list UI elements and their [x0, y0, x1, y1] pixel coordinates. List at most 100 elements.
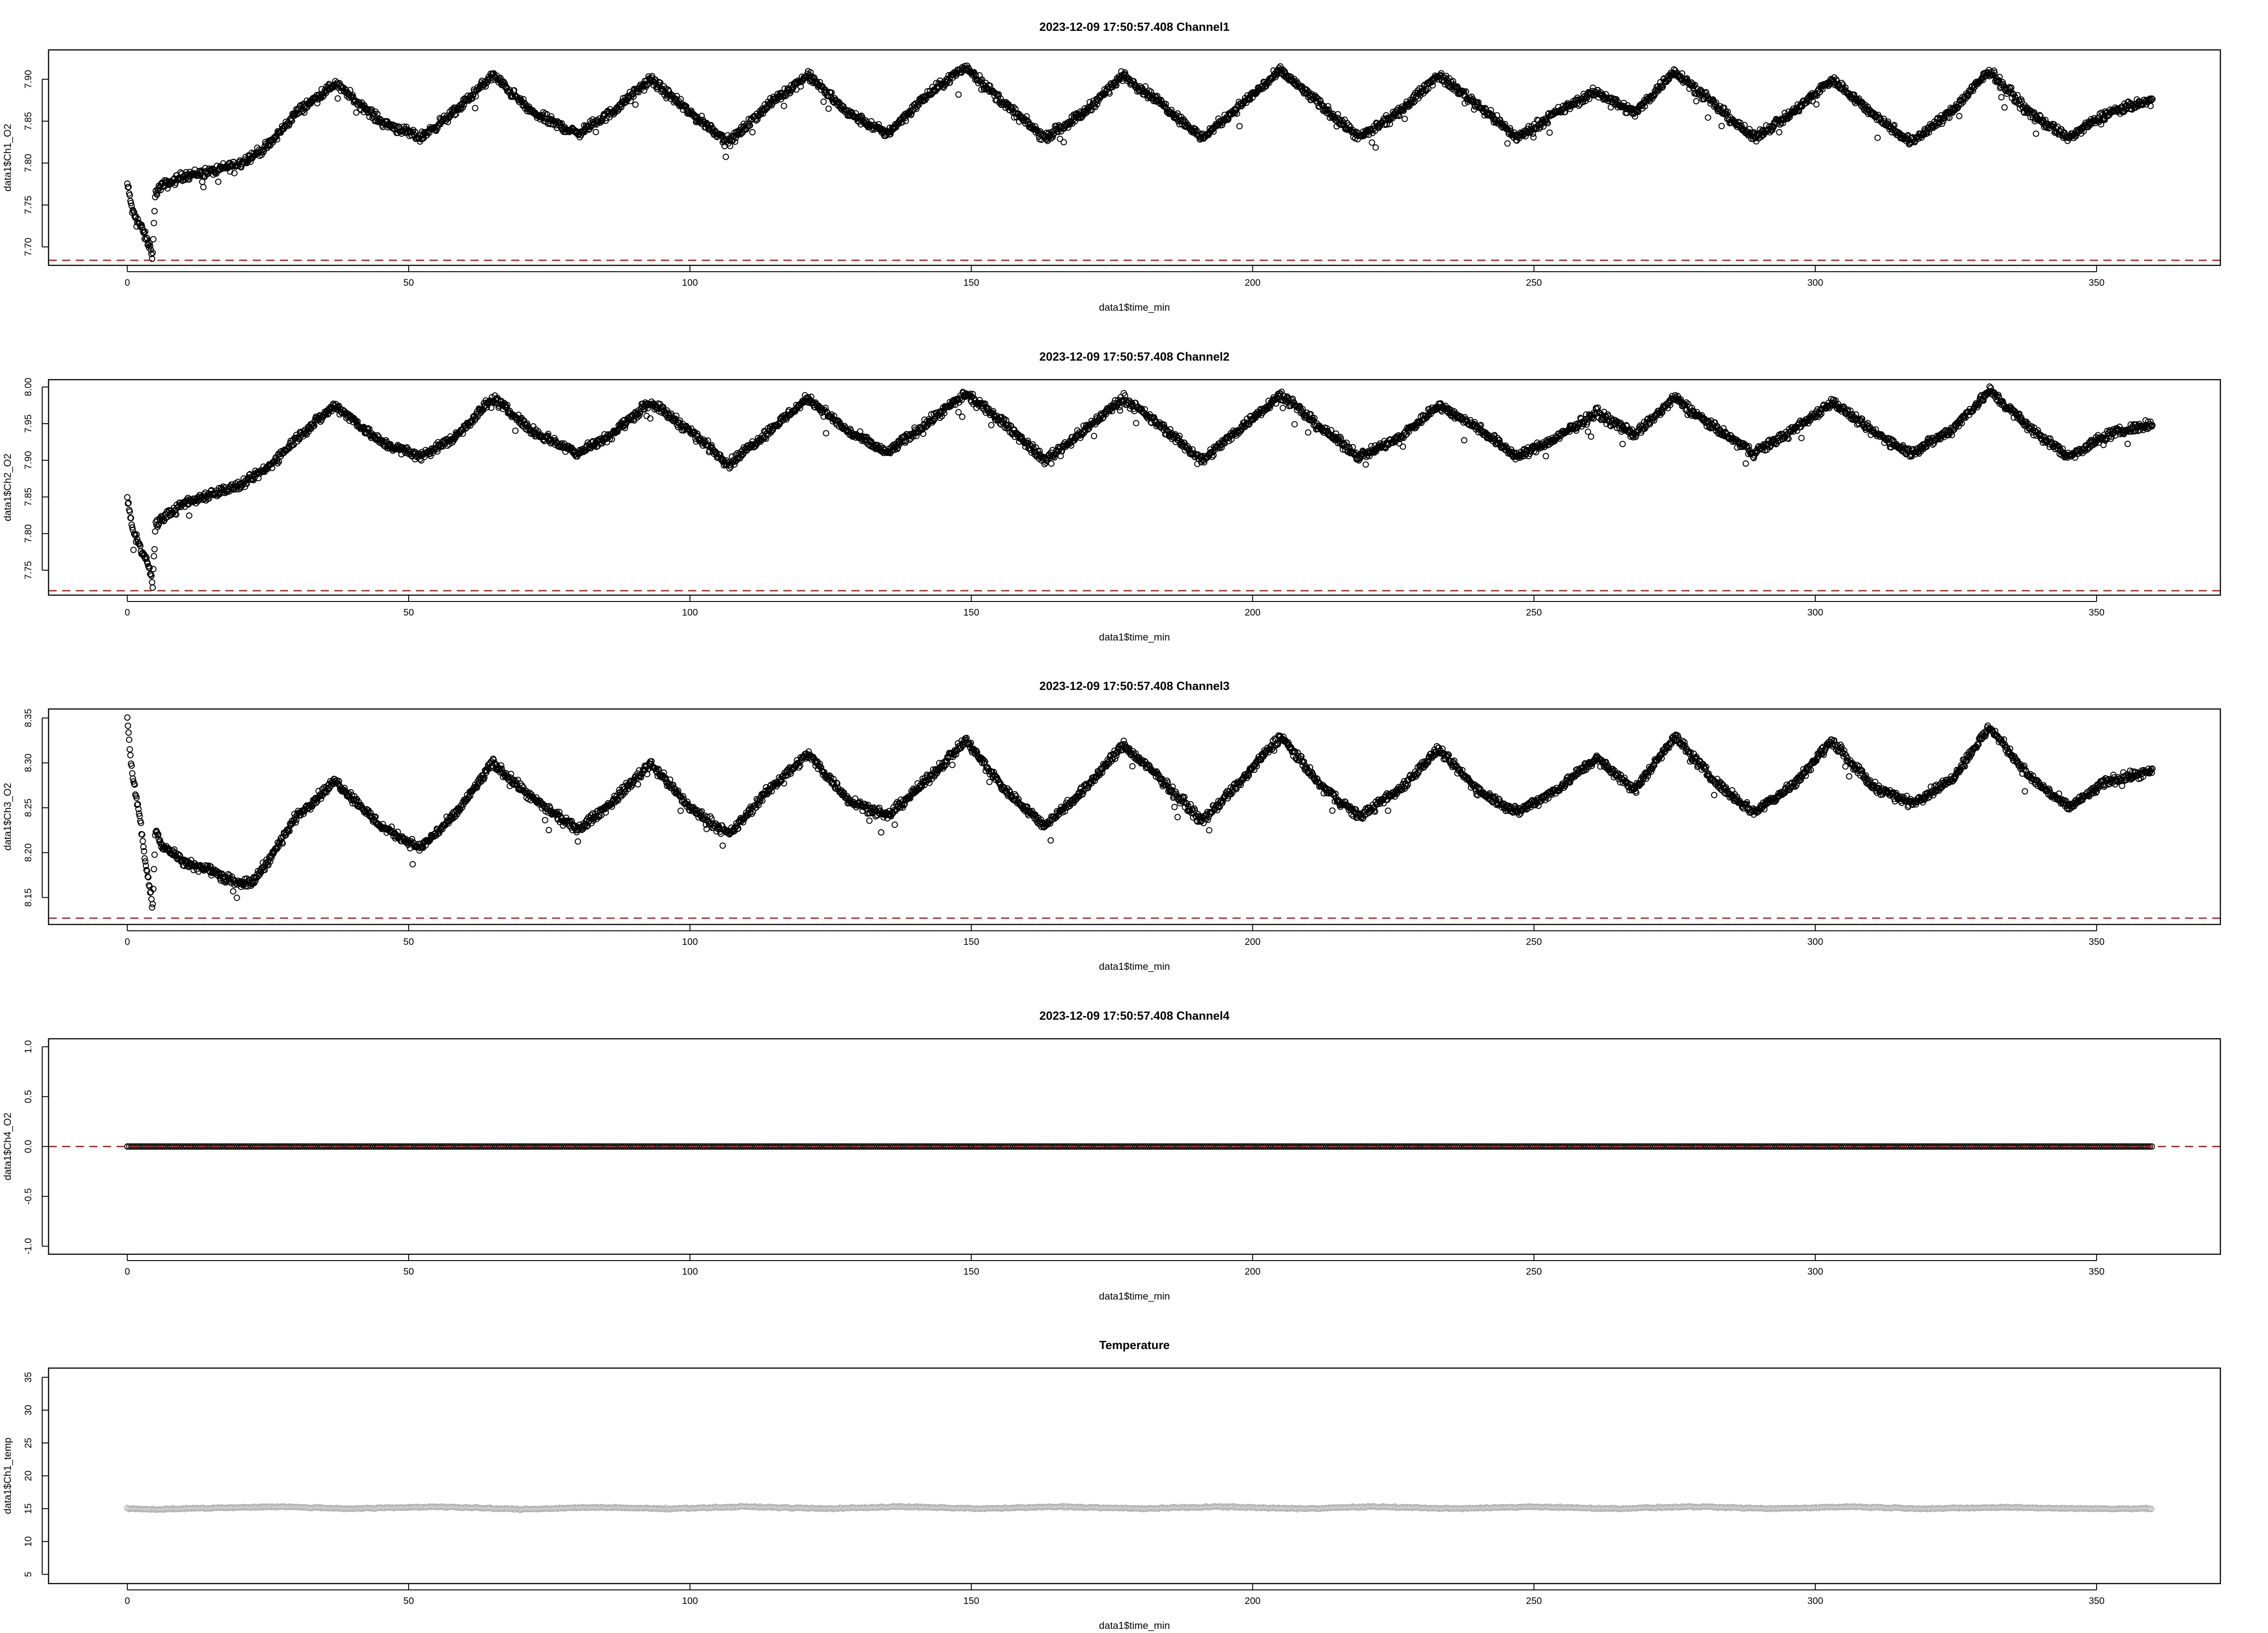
data-point: [1693, 98, 1700, 105]
data-point: [1056, 136, 1063, 142]
data-point: [130, 547, 137, 553]
x-axis-label: data1$time_min: [1099, 631, 1170, 643]
data-point: [325, 410, 332, 416]
data-point: [979, 76, 985, 83]
data-point: [1599, 91, 1606, 98]
data-point: [149, 249, 156, 256]
data-point: [193, 500, 200, 507]
x-tick-label: 50: [403, 607, 414, 618]
data-point: [1741, 122, 1748, 128]
data-point: [797, 405, 803, 411]
x-tick-label: 150: [963, 278, 979, 288]
data-point: [128, 202, 135, 209]
data-point: [1022, 120, 1029, 127]
data-point: [319, 93, 326, 100]
data-point: [1679, 70, 1686, 77]
data-point: [1540, 123, 1547, 130]
x-axis-label: data1$time_min: [1099, 302, 1170, 313]
data-point: [127, 508, 133, 515]
data-point: [1691, 83, 1697, 89]
data-point: [238, 164, 244, 171]
data-point: [1506, 125, 1513, 132]
data-point: [955, 91, 962, 98]
data-point: [462, 98, 469, 104]
data-point: [334, 95, 341, 102]
data-point: [893, 124, 899, 131]
data-point: [231, 170, 238, 176]
data-point: [149, 255, 156, 262]
data-point: [1703, 89, 1710, 96]
data-point: [151, 208, 158, 215]
data-point: [133, 531, 140, 538]
data-point: [698, 112, 705, 119]
data-point: [2070, 135, 2077, 142]
data-point: [632, 101, 639, 108]
data-point: [761, 105, 767, 112]
data-point: [1885, 118, 1892, 125]
data-point: [1173, 112, 1179, 118]
data-point: [1304, 87, 1310, 93]
data-point: [150, 566, 156, 572]
y-tick-label: 7.70: [23, 238, 34, 256]
data-point: [675, 424, 681, 430]
data-point: [749, 129, 756, 136]
data-point: [314, 100, 321, 107]
data-point: [592, 129, 599, 136]
data-point: [336, 80, 343, 87]
x-tick-label: 0: [125, 278, 130, 288]
data-point: [1530, 134, 1537, 141]
data-point: [704, 437, 711, 444]
data-point: [1429, 82, 1436, 89]
y-axis-label: data1$Ch2_O2: [2, 454, 13, 521]
data-point: [762, 107, 769, 113]
x-tick-label: 300: [1807, 278, 1823, 288]
data-point: [244, 480, 250, 487]
data-point: [1034, 127, 1041, 133]
data-point: [149, 584, 156, 591]
data-point: [940, 84, 947, 91]
y-tick-label: 7.75: [23, 561, 34, 580]
data-point: [144, 560, 151, 567]
x-tick-label: 350: [2089, 278, 2105, 288]
data-point: [1055, 129, 1061, 135]
data-point: [298, 108, 305, 115]
data-point: [148, 572, 155, 579]
chart-title: 2023-12-09 17:50:57.408 Channel1: [1039, 20, 1229, 34]
data-point: [476, 406, 483, 413]
data-point: [1718, 122, 1725, 129]
data-point: [127, 200, 134, 206]
data-point: [660, 404, 667, 411]
data-point: [1405, 103, 1412, 110]
data-point: [129, 524, 136, 531]
data-point: [1033, 126, 1040, 133]
data-point: [1453, 84, 1460, 91]
data-point: [150, 236, 156, 243]
data-point: [673, 412, 679, 419]
data-point: [820, 98, 827, 105]
data-point: [274, 136, 280, 143]
chart-panel-1: 2023-12-09 17:50:57.408 Channel1 data1$ti…: [2, 20, 2221, 313]
y-tick-label: 7.85: [23, 112, 34, 131]
data-point: [793, 86, 800, 93]
data-point: [2001, 104, 2008, 111]
data-point: [512, 427, 519, 434]
data-point: [1142, 83, 1149, 90]
data-point: [173, 511, 180, 518]
data-point: [1396, 112, 1403, 119]
data-point: [124, 180, 131, 187]
data-point: [1713, 99, 1720, 106]
data-point: [908, 110, 915, 117]
data-point: [1236, 123, 1243, 130]
data-point: [125, 500, 131, 507]
y-axis-label: data1$Ch1_O2: [2, 124, 13, 191]
data-point: [1809, 90, 1815, 97]
data-point: [271, 458, 278, 465]
data-point: [1698, 88, 1705, 95]
data-point: [458, 106, 464, 113]
data-point: [700, 436, 707, 443]
data-point: [1725, 108, 1731, 115]
data-point: [1224, 117, 1231, 123]
data-point: [164, 185, 171, 192]
data-point: [644, 82, 650, 88]
